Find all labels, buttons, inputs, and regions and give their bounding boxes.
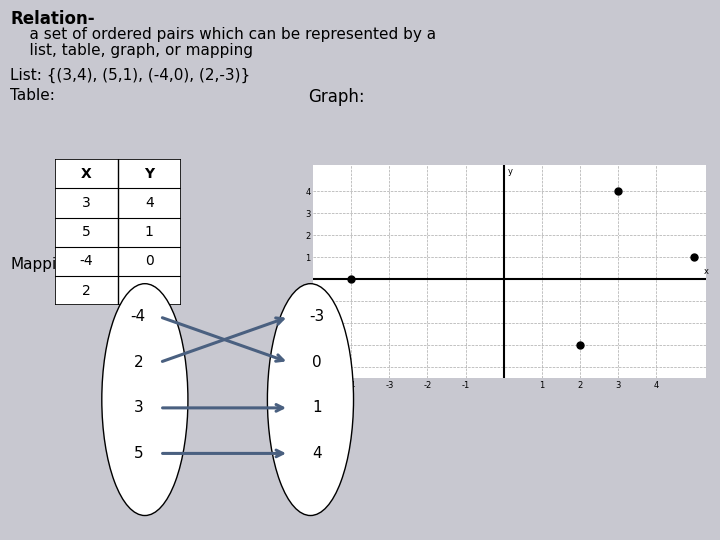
Text: 3: 3 [82, 196, 91, 210]
Text: list, table, graph, or mapping: list, table, graph, or mapping [10, 43, 253, 58]
Ellipse shape [102, 284, 188, 516]
Text: 4: 4 [312, 446, 322, 461]
Text: 0: 0 [145, 254, 153, 268]
Text: 2: 2 [133, 355, 143, 370]
Text: Table:: Table: [10, 88, 55, 103]
Text: 1: 1 [312, 400, 322, 415]
Text: Relation-: Relation- [10, 10, 94, 28]
Text: a set of ordered pairs which can be represented by a: a set of ordered pairs which can be repr… [10, 27, 436, 42]
FancyBboxPatch shape [55, 159, 181, 305]
Text: List: {(3,4), (5,1), (-4,0), (2,-3)}: List: {(3,4), (5,1), (-4,0), (2,-3)} [10, 68, 251, 83]
Text: 2: 2 [82, 284, 91, 298]
Text: 1: 1 [145, 225, 153, 239]
Text: 3: 3 [133, 400, 143, 415]
Text: -4: -4 [130, 309, 146, 325]
Text: 4: 4 [145, 196, 153, 210]
Text: x: x [703, 267, 708, 276]
Text: y: y [508, 167, 513, 176]
Text: 5: 5 [133, 446, 143, 461]
Text: 5: 5 [82, 225, 91, 239]
Text: -3: -3 [143, 284, 156, 298]
Text: Mapping:: Mapping: [10, 257, 81, 272]
Text: -4: -4 [79, 254, 93, 268]
Ellipse shape [267, 284, 354, 516]
Text: -3: -3 [310, 309, 325, 325]
Text: X: X [81, 167, 91, 181]
Text: 0: 0 [312, 355, 322, 370]
Text: Graph:: Graph: [308, 88, 364, 106]
Text: Y: Y [144, 167, 154, 181]
